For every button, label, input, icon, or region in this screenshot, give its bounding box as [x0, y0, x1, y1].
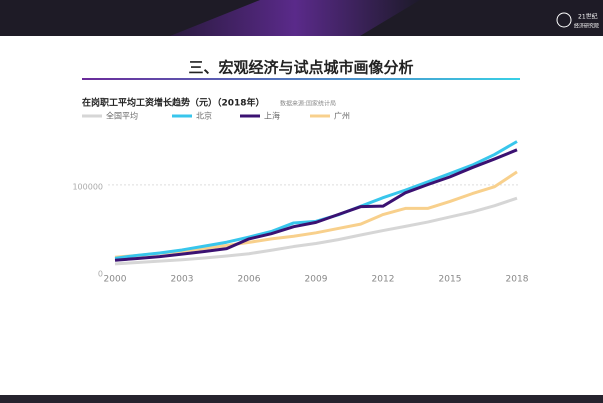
x-tick-label: 2003	[171, 275, 194, 285]
x-tick-label: 2000	[104, 275, 127, 285]
legend-label: 北京	[196, 111, 212, 121]
x-tick-label: 2009	[305, 275, 328, 285]
chart-title: 在岗职工平均工资增长趋势（元）（2018年）	[82, 97, 265, 109]
series-line	[114, 148, 518, 262]
plot: 0 100000 2000 2003 2006 2009 2012 2015 2018 全国平均 北…	[72, 111, 528, 285]
logo-text: 经济研究院	[574, 23, 599, 30]
legend-label: 广州	[334, 111, 350, 121]
header-decoration	[170, 0, 420, 36]
y-tick-label: 0	[98, 270, 103, 279]
x-tick-label: 2015	[439, 275, 462, 285]
chart-source: 数据来源:国家统计局	[280, 100, 336, 108]
series-line	[114, 196, 518, 266]
x-tick-label: 2006	[238, 275, 261, 285]
x-tick-label: 2012	[372, 275, 395, 285]
logo-mark	[556, 12, 572, 28]
slide-title: 三、宏观经济与试点城市画像分析	[188, 59, 413, 77]
y-tick-label: 100000	[72, 182, 103, 191]
legend-label: 上海	[264, 111, 280, 121]
header-edge	[0, 36, 603, 40]
logo-text: 21世纪	[578, 13, 598, 21]
legend-label: 全国平均	[106, 111, 138, 121]
title-underline	[82, 78, 520, 80]
x-tick-label: 2018	[506, 275, 529, 285]
footer-bar	[0, 395, 603, 403]
